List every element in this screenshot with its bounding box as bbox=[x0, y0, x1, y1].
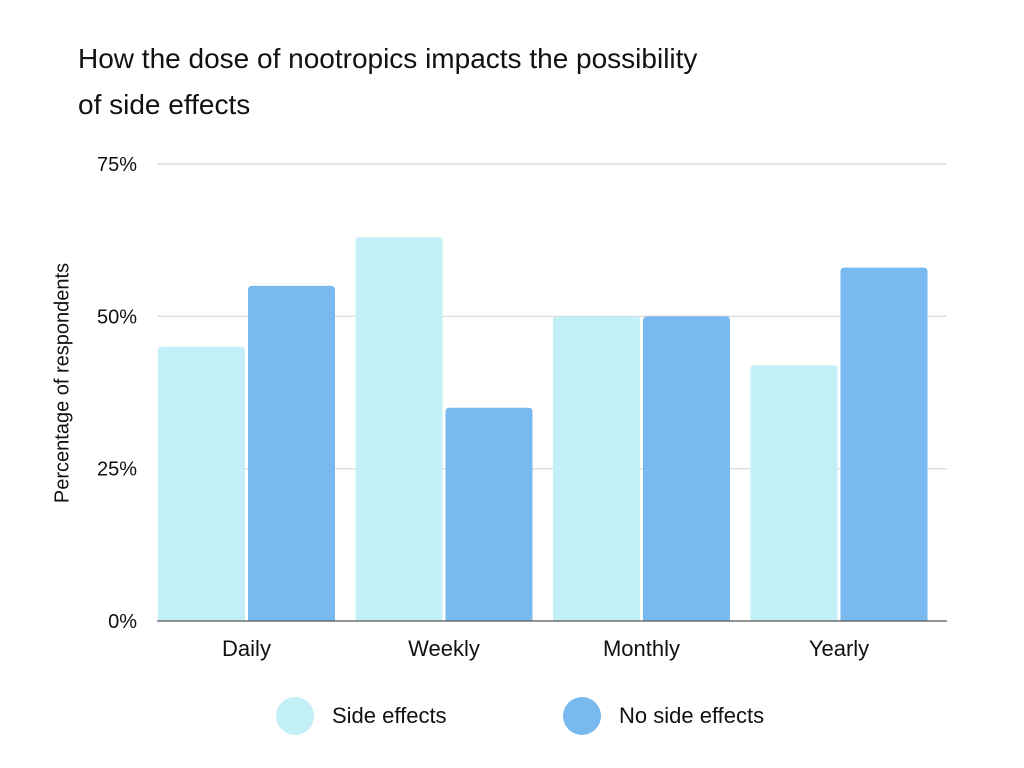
y-tick-label: 50% bbox=[97, 306, 137, 328]
bar-monthly-side-effects bbox=[553, 316, 640, 621]
bar-weekly-side-effects bbox=[355, 237, 443, 621]
legend-label-no-side-effects: No side effects bbox=[619, 703, 765, 728]
legend-swatch-side-effects bbox=[276, 697, 314, 735]
legend-item-side-effects: Side effects bbox=[276, 696, 447, 736]
bar-monthly-no-side-effects bbox=[643, 316, 730, 621]
legend: Side effects No side effects bbox=[0, 696, 1024, 736]
bar-daily-side-effects bbox=[158, 346, 245, 621]
x-tick-label: Daily bbox=[222, 636, 271, 661]
x-tick-label: Yearly bbox=[809, 636, 869, 661]
bars bbox=[158, 237, 928, 621]
bar-yearly-no-side-effects bbox=[840, 267, 928, 621]
chart-title: How the dose of nootropics impacts the p… bbox=[78, 43, 698, 120]
bar-daily-no-side-effects bbox=[248, 285, 335, 621]
bar-weekly-no-side-effects bbox=[445, 407, 533, 621]
y-tick-label: 25% bbox=[97, 459, 137, 481]
axes: 0% 25% 50% 75% Daily Weekly Monthly Yearly bbox=[97, 154, 947, 661]
x-tick-label: Weekly bbox=[408, 636, 480, 661]
bar-yearly-side-effects bbox=[750, 365, 838, 621]
legend-label-side-effects: Side effects bbox=[332, 703, 447, 728]
legend-item-no-side-effects: No side effects bbox=[563, 696, 764, 736]
y-tick-label: 75% bbox=[97, 154, 137, 176]
x-tick-label: Monthly bbox=[603, 636, 680, 661]
y-tick-label: 0% bbox=[108, 611, 137, 633]
legend-swatch-no-side-effects bbox=[563, 697, 601, 735]
